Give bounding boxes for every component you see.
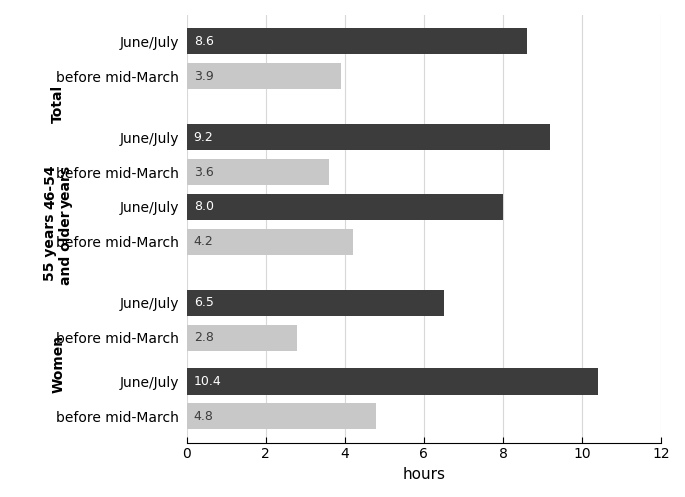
Bar xyxy=(186,28,527,54)
Text: 3.6: 3.6 xyxy=(194,166,214,178)
Text: 8.6: 8.6 xyxy=(194,35,214,48)
Text: 3.9: 3.9 xyxy=(194,70,214,83)
Text: 4.2: 4.2 xyxy=(194,236,214,248)
Text: Total: Total xyxy=(51,84,65,123)
Bar xyxy=(186,325,297,351)
Bar xyxy=(186,368,598,395)
Text: 55 years
and older: 55 years and older xyxy=(43,210,73,284)
Text: 8.0: 8.0 xyxy=(194,200,214,214)
Text: Women: Women xyxy=(51,335,65,394)
Bar xyxy=(186,290,444,316)
Text: 6.5: 6.5 xyxy=(194,297,214,310)
Bar xyxy=(186,124,551,150)
Bar xyxy=(186,194,503,220)
Text: 4.8: 4.8 xyxy=(194,410,214,423)
Bar xyxy=(186,63,341,89)
Bar xyxy=(186,159,329,185)
Bar xyxy=(186,229,353,255)
Text: 46-54
years: 46-54 years xyxy=(43,165,73,209)
Text: 2.8: 2.8 xyxy=(194,331,214,344)
Text: 9.2: 9.2 xyxy=(194,131,214,144)
X-axis label: hours: hours xyxy=(402,467,445,482)
Bar xyxy=(186,403,377,429)
Text: 10.4: 10.4 xyxy=(194,375,221,388)
